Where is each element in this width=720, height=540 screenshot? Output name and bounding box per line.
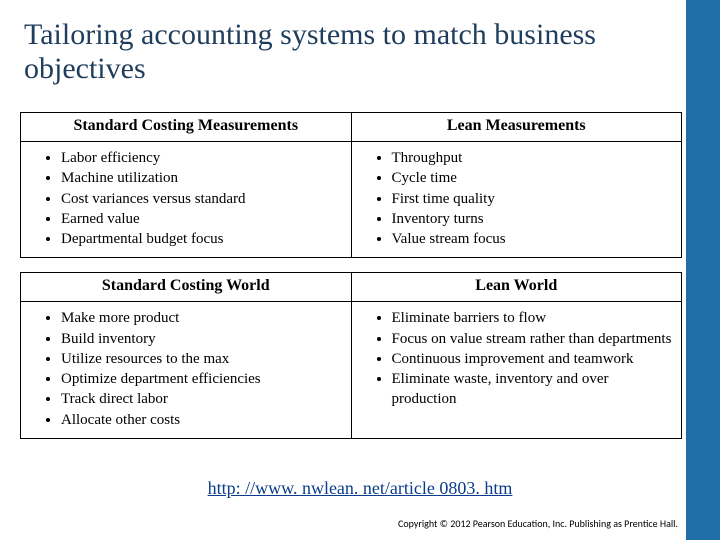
- table1-left-cell: Labor efficiency Machine utilization Cos…: [21, 142, 352, 258]
- table1-right-list: Throughput Cycle time First time quality…: [364, 148, 674, 249]
- list-item: Eliminate barriers to flow: [392, 308, 674, 328]
- table2-right-header: Lean World: [351, 273, 682, 302]
- sidebar-accent: [686, 0, 720, 540]
- list-item: Cycle time: [392, 168, 674, 188]
- table1-left-header: Standard Costing Measurements: [21, 113, 352, 142]
- list-item: Make more product: [61, 308, 343, 328]
- list-item: Departmental budget focus: [61, 229, 343, 249]
- list-item: First time quality: [392, 189, 674, 209]
- slide: Tailoring accounting systems to match bu…: [0, 0, 720, 540]
- list-item: Inventory turns: [392, 209, 674, 229]
- table2-right-cell: Eliminate barriers to flow Focus on valu…: [351, 302, 682, 439]
- table2-left-cell: Make more product Build inventory Utiliz…: [21, 302, 352, 439]
- source-link-container: http: //www. nwlean. net/article 0803. h…: [0, 478, 720, 499]
- table2-left-list: Make more product Build inventory Utiliz…: [33, 308, 343, 430]
- source-link[interactable]: http: //www. nwlean. net/article 0803. h…: [208, 478, 513, 498]
- list-item: Focus on value stream rather than depart…: [392, 329, 674, 349]
- list-item: Track direct labor: [61, 389, 343, 409]
- table-measurements: Standard Costing Measurements Lean Measu…: [20, 112, 682, 258]
- list-item: Build inventory: [61, 329, 343, 349]
- list-item: Cost variances versus standard: [61, 189, 343, 209]
- table1-right-header: Lean Measurements: [351, 113, 682, 142]
- table1-right-cell: Throughput Cycle time First time quality…: [351, 142, 682, 258]
- list-item: Throughput: [392, 148, 674, 168]
- list-item: Utilize resources to the max: [61, 349, 343, 369]
- table-world: Standard Costing World Lean World Make m…: [20, 272, 682, 439]
- tables-container: Standard Costing Measurements Lean Measu…: [20, 112, 682, 453]
- list-item: Labor efficiency: [61, 148, 343, 168]
- table2-left-header: Standard Costing World: [21, 273, 352, 302]
- copyright-text: Copyright © 2012 Pearson Education, Inc.…: [398, 517, 678, 530]
- table1-left-list: Labor efficiency Machine utilization Cos…: [33, 148, 343, 249]
- list-item: Value stream focus: [392, 229, 674, 249]
- list-item: Earned value: [61, 209, 343, 229]
- list-item: Eliminate waste, inventory and over prod…: [392, 369, 674, 410]
- list-item: Allocate other costs: [61, 410, 343, 430]
- list-item: Optimize department efficiencies: [61, 369, 343, 389]
- slide-title: Tailoring accounting systems to match bu…: [24, 18, 664, 85]
- table2-right-list: Eliminate barriers to flow Focus on valu…: [364, 308, 674, 409]
- list-item: Continuous improvement and teamwork: [392, 349, 674, 369]
- list-item: Machine utilization: [61, 168, 343, 188]
